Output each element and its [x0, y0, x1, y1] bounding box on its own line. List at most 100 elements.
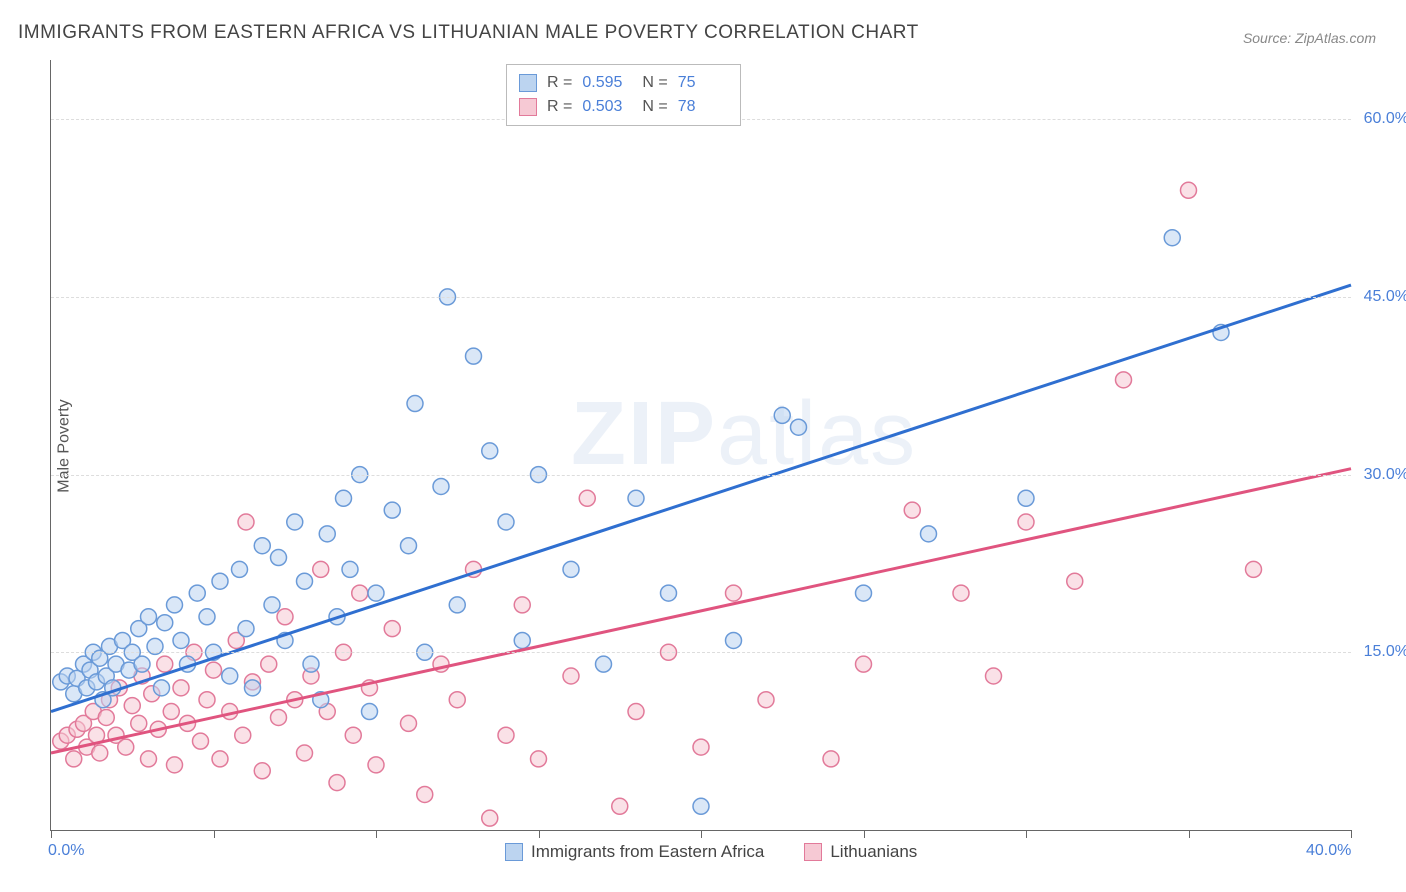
scatter-point	[232, 561, 248, 577]
legend-swatch	[505, 843, 523, 861]
scatter-point	[287, 514, 303, 530]
scatter-point	[612, 798, 628, 814]
plot-area: ZIPatlas R =0.595N =75R =0.503N =78 15.0…	[50, 60, 1351, 831]
scatter-point	[953, 585, 969, 601]
scatter-point	[1116, 372, 1132, 388]
scatter-point	[254, 538, 270, 554]
scatter-point	[118, 739, 134, 755]
scatter-point	[758, 692, 774, 708]
scatter-point	[336, 490, 352, 506]
scatter-point	[466, 348, 482, 364]
x-axis-min-label: 0.0%	[48, 842, 84, 860]
legend-item: Immigrants from Eastern Africa	[505, 842, 764, 862]
scatter-point	[157, 656, 173, 672]
scatter-point	[319, 526, 335, 542]
scatter-point	[313, 561, 329, 577]
scatter-point	[904, 502, 920, 518]
source-attribution: Source: ZipAtlas.com	[1243, 30, 1376, 46]
legend-stats-row: R =0.595N =75	[519, 71, 728, 95]
scatter-point	[449, 597, 465, 613]
scatter-point	[921, 526, 937, 542]
scatter-point	[189, 585, 205, 601]
scatter-point	[563, 668, 579, 684]
scatter-point	[498, 514, 514, 530]
scatter-point	[238, 514, 254, 530]
scatter-point	[141, 609, 157, 625]
scatter-point	[1164, 230, 1180, 246]
scatter-point	[498, 727, 514, 743]
scatter-point	[726, 585, 742, 601]
scatter-point	[154, 680, 170, 696]
legend-swatch	[519, 74, 537, 92]
scatter-point	[368, 585, 384, 601]
scatter-point	[368, 757, 384, 773]
scatter-point	[329, 775, 345, 791]
gridline	[51, 297, 1351, 298]
scatter-point	[726, 632, 742, 648]
scatter-point	[1181, 182, 1197, 198]
scatter-point	[1018, 490, 1034, 506]
n-label: N =	[642, 71, 667, 95]
legend-swatch	[519, 98, 537, 116]
scatter-point	[563, 561, 579, 577]
scatter-point	[417, 786, 433, 802]
scatter-point	[98, 709, 114, 725]
scatter-point	[384, 621, 400, 637]
scatter-point	[141, 751, 157, 767]
scatter-point	[163, 704, 179, 720]
x-tick	[539, 830, 540, 838]
y-tick-label: 45.0%	[1364, 288, 1406, 306]
legend-label: Lithuanians	[830, 842, 917, 862]
scatter-point	[92, 745, 108, 761]
scatter-point	[212, 751, 228, 767]
chart-title: IMMIGRANTS FROM EASTERN AFRICA VS LITHUA…	[18, 22, 919, 44]
scatter-point	[628, 490, 644, 506]
trend-line	[51, 469, 1351, 753]
scatter-point	[401, 715, 417, 731]
gridline	[51, 475, 1351, 476]
scatter-point	[342, 561, 358, 577]
scatter-chart	[51, 60, 1351, 830]
scatter-point	[482, 443, 498, 459]
scatter-point	[173, 632, 189, 648]
scatter-point	[514, 597, 530, 613]
scatter-point	[212, 573, 228, 589]
x-tick	[701, 830, 702, 838]
scatter-point	[449, 692, 465, 708]
scatter-point	[482, 810, 498, 826]
scatter-point	[514, 632, 530, 648]
scatter-point	[222, 668, 238, 684]
scatter-point	[167, 757, 183, 773]
scatter-point	[206, 662, 222, 678]
scatter-point	[986, 668, 1002, 684]
scatter-point	[235, 727, 251, 743]
scatter-point	[693, 739, 709, 755]
scatter-point	[271, 709, 287, 725]
scatter-point	[774, 407, 790, 423]
x-tick	[1026, 830, 1027, 838]
y-tick-label: 15.0%	[1364, 643, 1406, 661]
legend-bottom: Immigrants from Eastern Africa Lithuanian…	[505, 842, 917, 862]
scatter-point	[823, 751, 839, 767]
scatter-point	[271, 550, 287, 566]
scatter-point	[352, 585, 368, 601]
scatter-point	[297, 573, 313, 589]
scatter-point	[856, 656, 872, 672]
r-value: 0.503	[582, 95, 632, 119]
legend-swatch	[804, 843, 822, 861]
scatter-point	[245, 680, 261, 696]
scatter-point	[199, 692, 215, 708]
legend-item: Lithuanians	[804, 842, 917, 862]
scatter-point	[661, 585, 677, 601]
x-tick	[214, 830, 215, 838]
scatter-point	[238, 621, 254, 637]
trend-line	[51, 285, 1351, 711]
scatter-point	[596, 656, 612, 672]
scatter-point	[791, 419, 807, 435]
y-tick-label: 30.0%	[1364, 466, 1406, 484]
y-tick-label: 60.0%	[1364, 110, 1406, 128]
scatter-point	[173, 680, 189, 696]
gridline	[51, 652, 1351, 653]
n-value: 78	[678, 95, 728, 119]
scatter-point	[1018, 514, 1034, 530]
